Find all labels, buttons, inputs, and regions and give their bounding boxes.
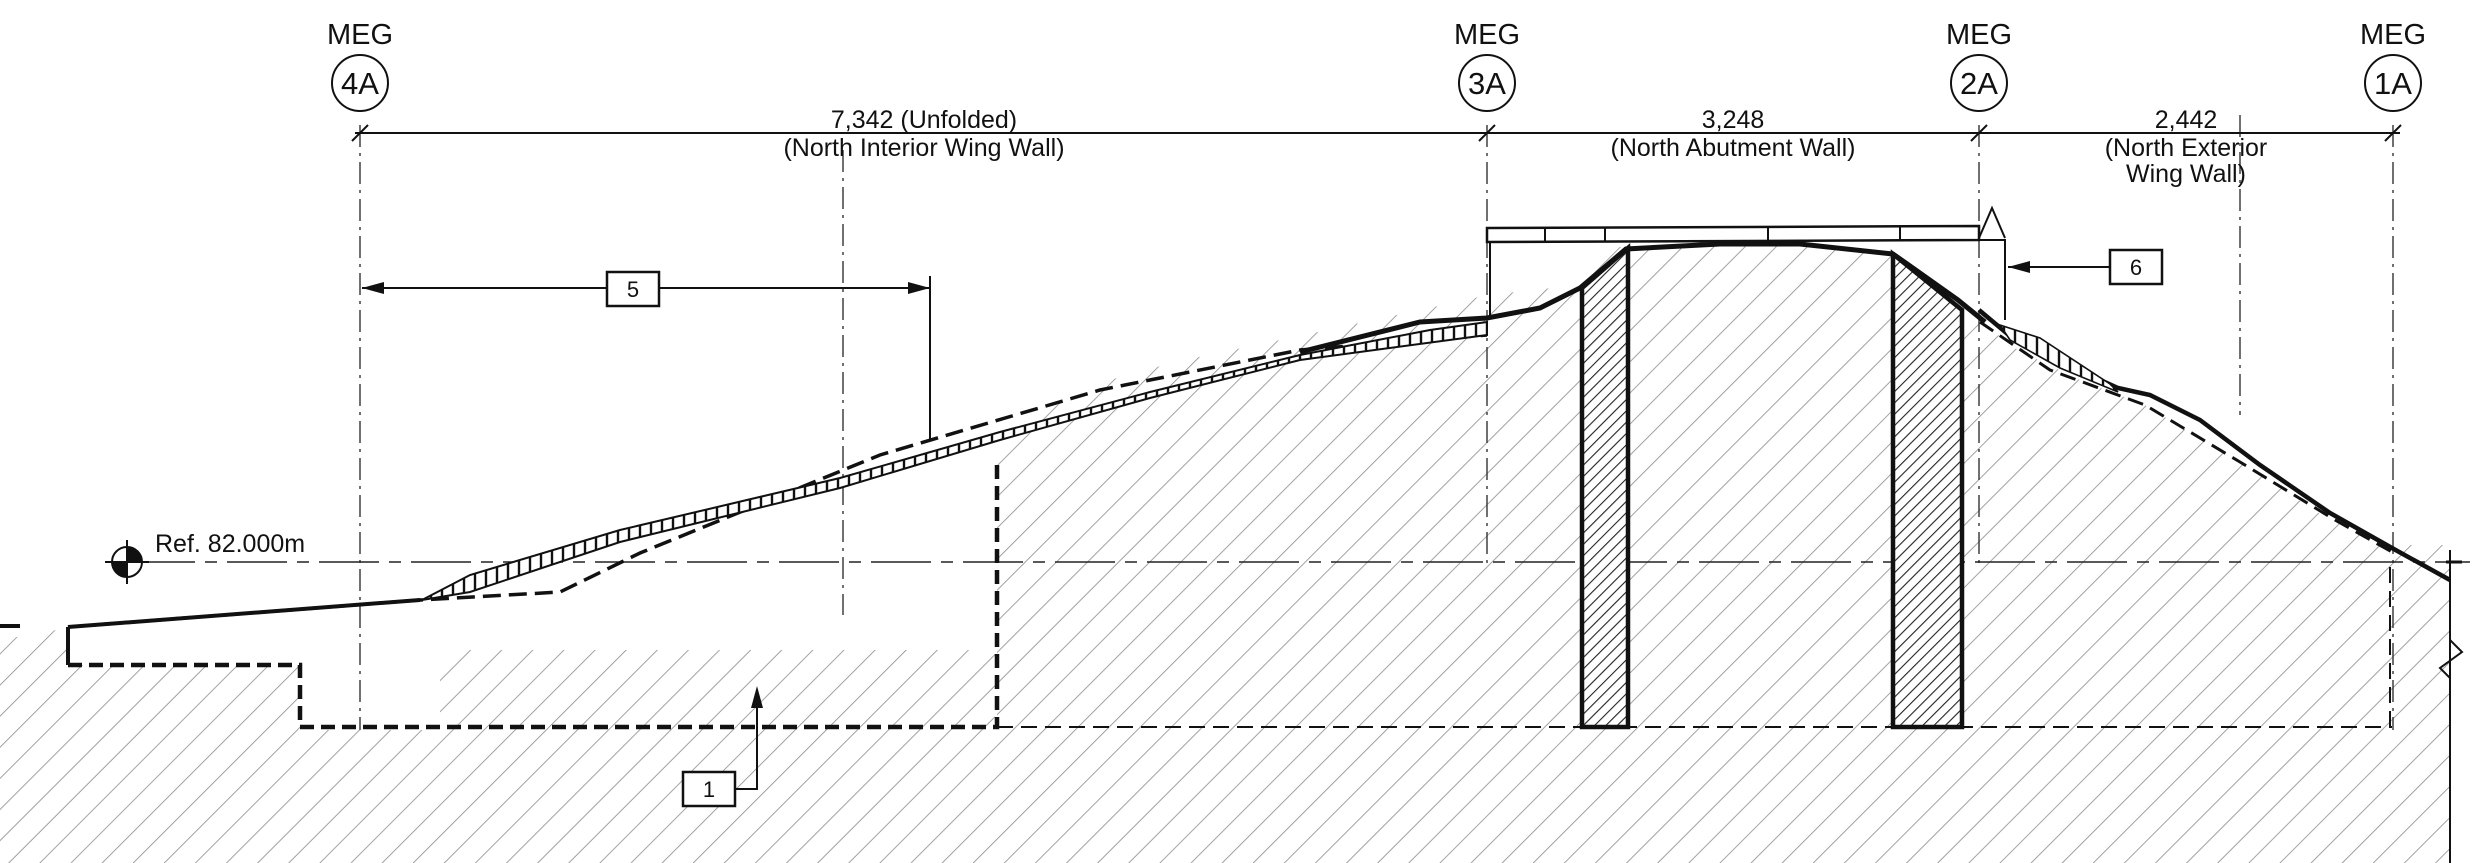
grid-bubble — [1950, 54, 2008, 112]
grid-label: MEG — [1454, 19, 1520, 51]
grid-id: 3A — [1468, 66, 1506, 101]
ground-right-hatch — [2392, 545, 2450, 863]
key1-label: 1 — [703, 777, 715, 802]
wing-wall-cladding — [421, 320, 1488, 601]
grid-lines — [359, 115, 2394, 730]
ground-line-left — [67, 598, 421, 629]
reference-level-marker — [105, 540, 149, 584]
exterior-cladding — [1998, 323, 2119, 393]
exterior-slope-dashed — [1979, 320, 2393, 554]
grid-bubble — [2364, 54, 2422, 112]
key5-box — [605, 270, 661, 308]
grid-id: 4A — [341, 66, 379, 101]
grid-bubble — [331, 54, 389, 112]
grid-marker-4a: MEG 4A — [327, 19, 393, 112]
deck-triangle — [1978, 205, 2006, 239]
key5-arrow-left — [362, 282, 384, 294]
key1-arrow — [751, 686, 763, 708]
key1-leader — [735, 690, 758, 790]
key1-box — [681, 770, 737, 808]
dimension-exterior-value: 2,442 — [2155, 106, 2218, 134]
key5-label: 5 — [627, 277, 639, 302]
dimension-interior-desc: (North Interior Wing Wall) — [783, 134, 1064, 162]
dimension-interior-value: 7,342 (Unfolded) — [831, 106, 1017, 134]
grid-marker-2a: MEG 2A — [1946, 19, 2012, 112]
grid-bubble — [1458, 54, 1516, 112]
embankment-hatch — [997, 246, 2392, 730]
key6-box — [2108, 248, 2164, 286]
key5-arrow-right — [908, 282, 930, 294]
grid-label: MEG — [2360, 19, 2426, 51]
dimension-abutment-desc: (North Abutment Wall) — [1611, 134, 1856, 162]
pier-left — [1579, 243, 1631, 730]
dimension-ticks — [351, 124, 2402, 142]
grid-marker-3a: MEG 3A — [1454, 19, 1520, 112]
deck-support-right — [1979, 239, 2006, 320]
deck-parapet — [1485, 224, 1981, 244]
deck-joints — [1544, 227, 1901, 242]
grid-label: MEG — [1946, 19, 2012, 51]
reference-level-label: Ref. 82.000m — [155, 530, 305, 558]
grid-id: 2A — [1960, 66, 1998, 101]
dimension-abutment-value: 3,248 — [1702, 106, 1765, 134]
grid-id: 1A — [2374, 66, 2412, 101]
break-symbol — [2438, 620, 2464, 700]
ground-hatch-left — [0, 545, 2450, 863]
pier-right — [1890, 249, 1965, 730]
foundation-outline-dashed — [68, 458, 1000, 730]
grid-label: MEG — [327, 19, 393, 51]
dimension-exterior-desc-line1: (North Exterior — [2105, 134, 2268, 162]
key6-label: 6 — [2130, 255, 2142, 280]
key6-arrow — [2008, 261, 2030, 273]
grid-marker-1a: MEG 1A — [2360, 19, 2426, 112]
dimension-exterior-desc-line2: Wing Wall) — [2126, 160, 2246, 188]
